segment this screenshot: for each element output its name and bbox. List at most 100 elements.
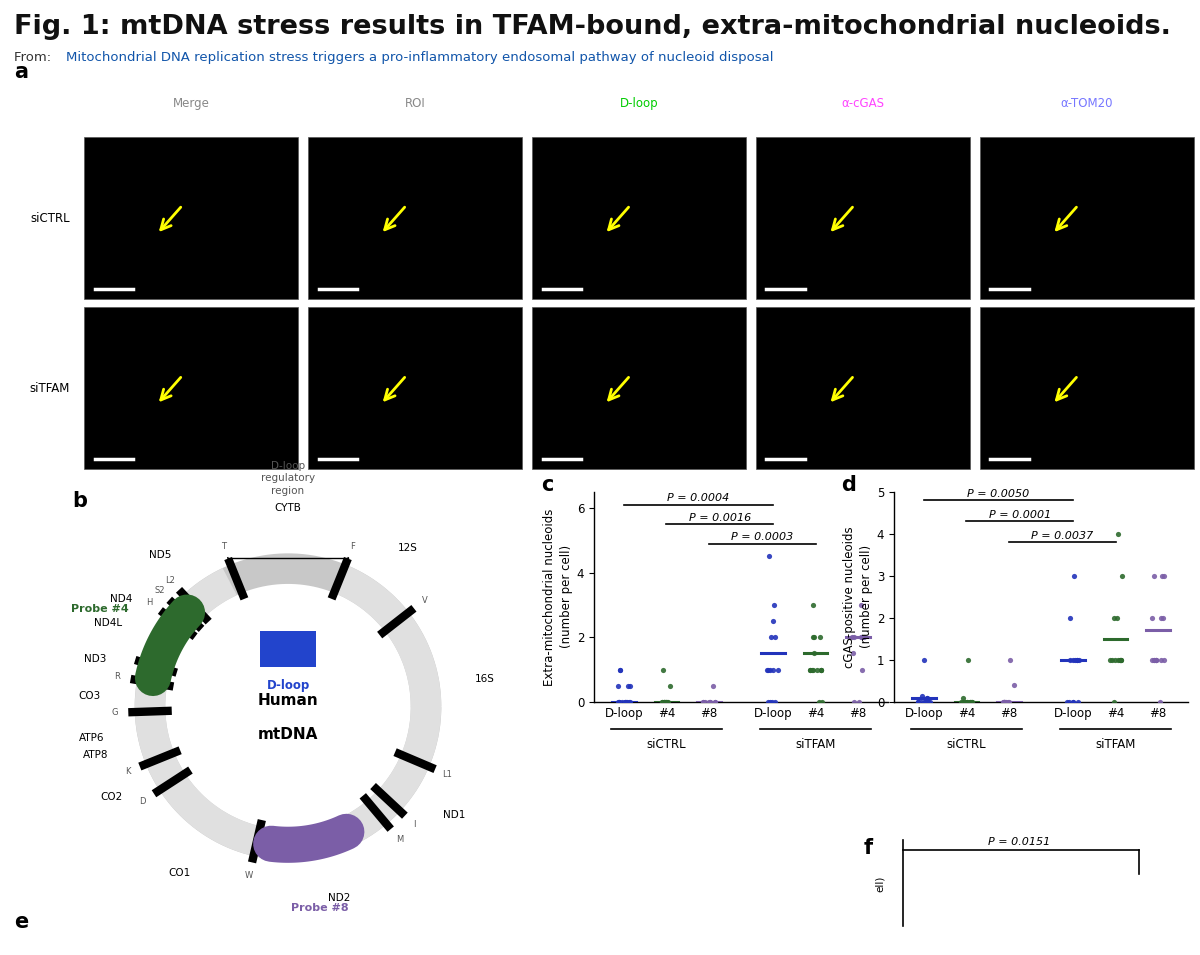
Text: M: M [396, 835, 403, 844]
Text: ND4L: ND4L [95, 618, 122, 627]
Text: CYTB: CYTB [275, 503, 301, 514]
Point [1145, 652, 1164, 668]
Point [811, 662, 830, 677]
Bar [84, 308, 299, 469]
Point [762, 694, 781, 710]
Point [766, 694, 785, 710]
Point [1146, 652, 1165, 668]
Text: P = 0.0001: P = 0.0001 [989, 510, 1051, 520]
Point [611, 662, 630, 677]
Point [1105, 652, 1124, 668]
Point [616, 694, 635, 710]
Point [845, 629, 864, 645]
Point [758, 662, 778, 677]
Text: ND1: ND1 [443, 810, 466, 819]
Text: siCTRL: siCTRL [647, 737, 686, 751]
Point [917, 690, 936, 706]
Text: W: W [245, 871, 253, 880]
Point [958, 694, 977, 710]
Point [761, 629, 780, 645]
Point [653, 694, 672, 710]
Text: L1: L1 [443, 770, 452, 779]
Point [1144, 568, 1163, 584]
Point [1109, 526, 1128, 541]
Point [852, 597, 871, 612]
Point [653, 694, 672, 710]
Text: P = 0.0037: P = 0.0037 [1031, 531, 1093, 541]
Point [804, 662, 823, 677]
Point [701, 694, 720, 710]
Bar [308, 138, 522, 299]
Point [952, 694, 971, 710]
Point [996, 694, 1015, 710]
Bar [756, 138, 970, 299]
Point [654, 694, 673, 710]
Y-axis label: Extra-mitochondrial nucleoids
(number per cell): Extra-mitochondrial nucleoids (number pe… [542, 508, 572, 686]
Text: Merge: Merge [173, 97, 210, 110]
Text: H: H [146, 598, 152, 607]
Point [811, 662, 830, 677]
Text: b: b [72, 491, 88, 511]
Text: ell): ell) [875, 875, 886, 892]
Point [1145, 652, 1164, 668]
Point [610, 662, 629, 677]
Text: siTFAM: siTFAM [29, 382, 70, 394]
Text: CO3: CO3 [79, 691, 101, 701]
Point [706, 694, 725, 710]
Point [962, 694, 982, 710]
Point [917, 694, 936, 710]
Text: K: K [125, 767, 130, 776]
Text: d: d [841, 475, 856, 495]
Point [654, 694, 673, 710]
Point [996, 694, 1015, 710]
Point [613, 694, 632, 710]
Point [854, 629, 874, 645]
Point [1102, 652, 1121, 668]
Point [961, 694, 980, 710]
Text: siCTRL: siCTRL [947, 737, 986, 751]
Point [955, 694, 974, 710]
Point [962, 694, 982, 710]
Point [1064, 694, 1084, 710]
Bar [260, 631, 316, 667]
Point [617, 694, 636, 710]
Point [912, 694, 931, 710]
Point [761, 694, 780, 710]
Point [700, 694, 719, 710]
Point [608, 678, 628, 693]
Text: P = 0.0151: P = 0.0151 [989, 838, 1051, 847]
Point [653, 662, 672, 677]
Text: R: R [114, 672, 120, 681]
Text: G: G [112, 709, 118, 717]
Point [1153, 568, 1172, 584]
Point [619, 694, 638, 710]
Point [1061, 610, 1080, 626]
Bar [308, 308, 522, 469]
Point [1000, 652, 1019, 668]
Point [1154, 652, 1174, 668]
Text: c: c [541, 475, 553, 495]
Bar [532, 138, 746, 299]
Point [1110, 652, 1129, 668]
Text: α-cGAS: α-cGAS [841, 97, 884, 110]
Point [802, 662, 821, 677]
Text: f: f [864, 838, 874, 858]
Text: From:: From: [14, 51, 55, 64]
Text: ND3: ND3 [84, 654, 107, 664]
Text: Probe #8: Probe #8 [290, 902, 349, 913]
Text: Probe #4: Probe #4 [71, 604, 128, 614]
Point [995, 694, 1014, 710]
Point [1060, 694, 1079, 710]
Text: Fig. 1: mtDNA stress results in TFAM-bound, extra-mitochondrial nucleoids.: Fig. 1: mtDNA stress results in TFAM-bou… [14, 14, 1171, 40]
Point [953, 690, 972, 706]
Text: siTFAM: siTFAM [796, 737, 835, 751]
Point [1151, 610, 1170, 626]
Point [913, 688, 932, 703]
Point [959, 652, 978, 668]
Text: 16S: 16S [474, 674, 494, 684]
Point [610, 694, 629, 710]
Point [610, 694, 629, 710]
Point [768, 662, 787, 677]
Bar [756, 308, 970, 469]
Text: ATP8: ATP8 [83, 750, 108, 759]
